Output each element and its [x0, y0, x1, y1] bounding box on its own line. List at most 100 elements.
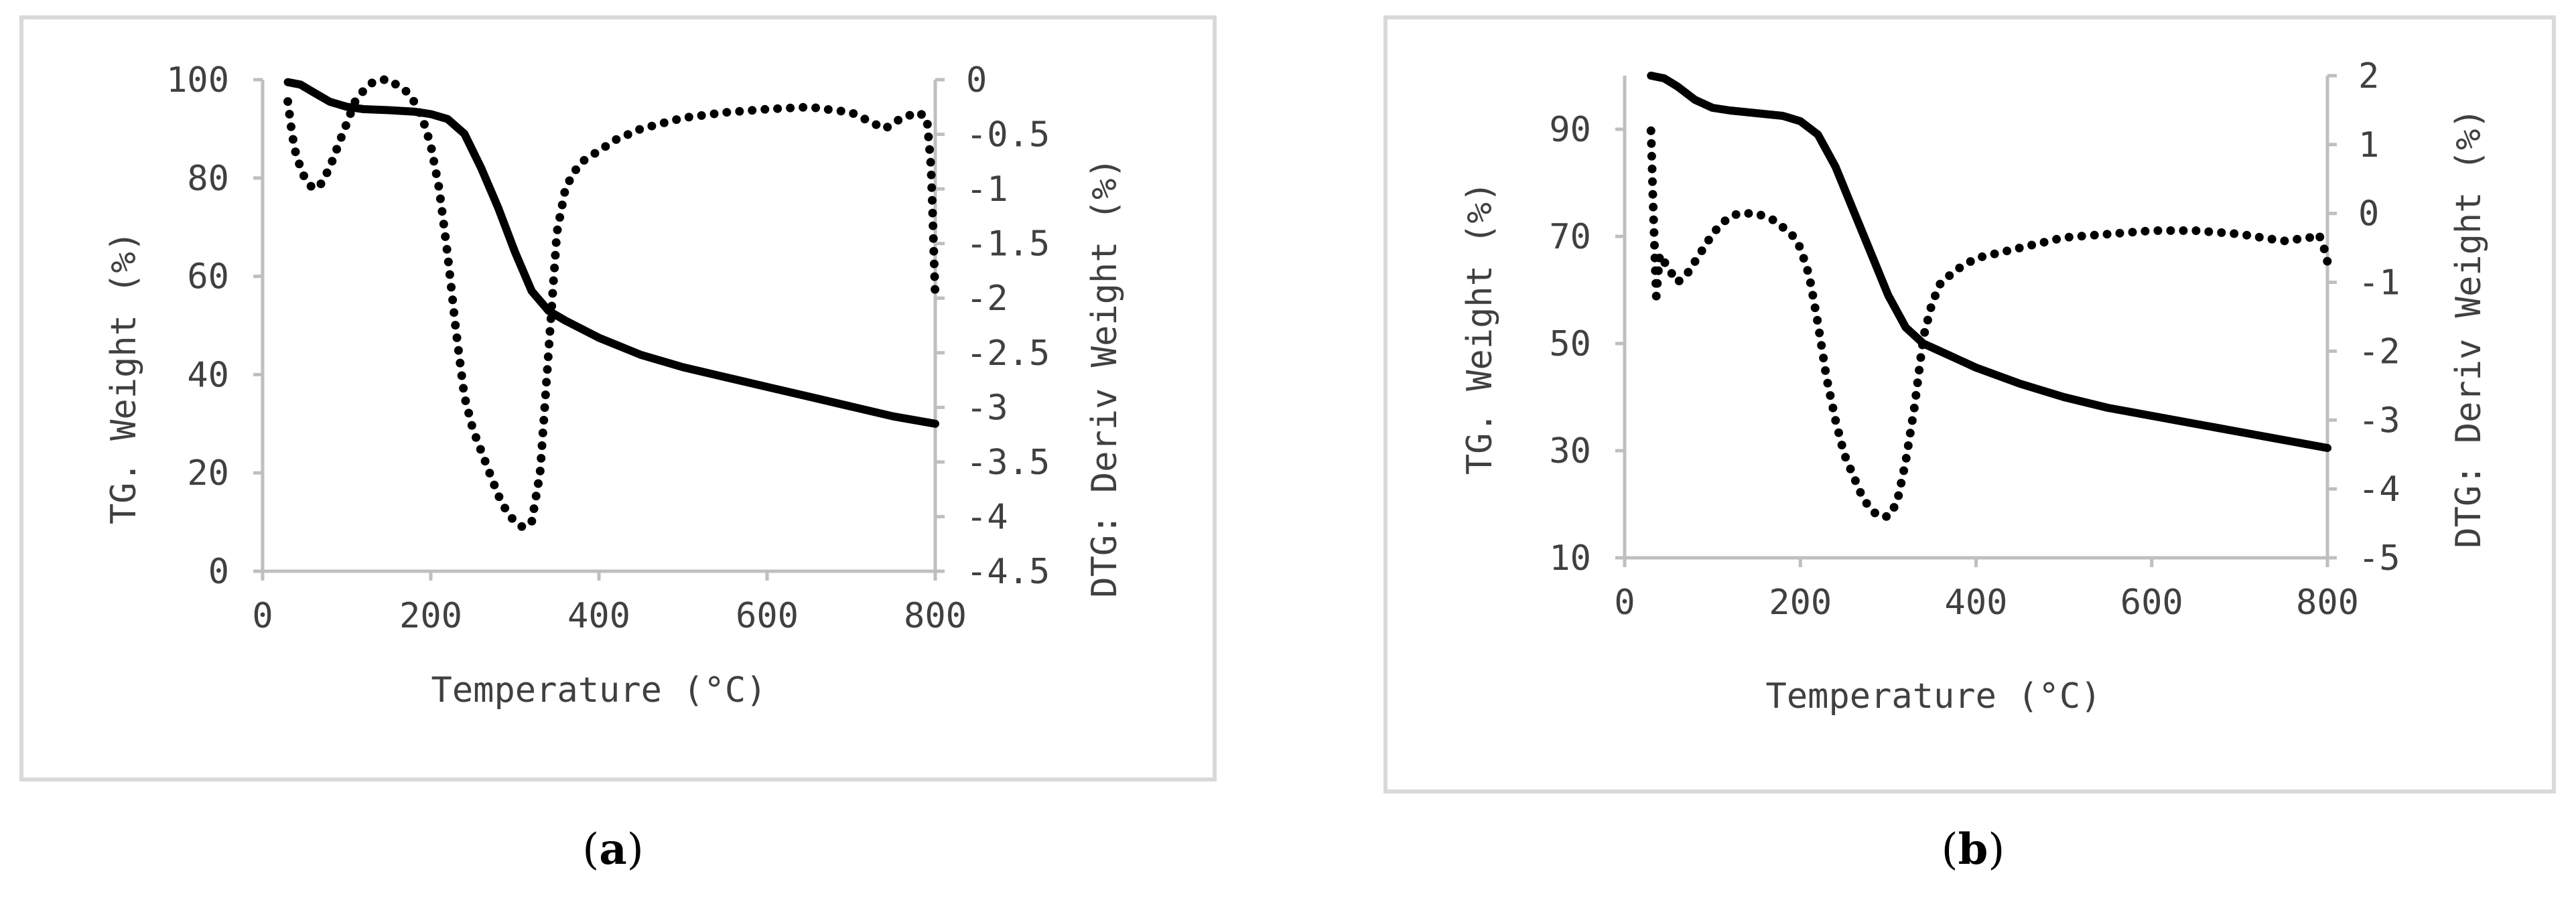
- dtg-point: [527, 516, 537, 526]
- dtg-point: [350, 97, 360, 106]
- dtg-point: [336, 133, 346, 142]
- dtg-point: [429, 157, 439, 166]
- chart-frame-b: [1383, 15, 2556, 794]
- dtg-point: [542, 378, 551, 387]
- dtg-point: [444, 257, 453, 267]
- dtg-point: [533, 479, 543, 488]
- dtg-point: [1871, 508, 1879, 518]
- dtg-point: [457, 371, 466, 380]
- dtg-point: [1653, 266, 1663, 275]
- dtg-point: [456, 358, 465, 368]
- y2-tick-label: -3: [2358, 400, 2400, 441]
- dtg-point: [485, 469, 494, 477]
- dtg-point: [1903, 441, 1913, 450]
- y-tick-label: 20: [187, 453, 229, 494]
- y-tick-label: 70: [1549, 217, 1591, 257]
- dtg-point: [535, 466, 545, 475]
- y2-tick-label: 1: [2358, 125, 2379, 165]
- dtg-point: [543, 352, 553, 362]
- dtg-point: [929, 221, 938, 230]
- x-axis-title-b: Temperature (°C): [1766, 676, 2102, 717]
- dtg-point: [537, 453, 546, 463]
- dtg-point: [1684, 268, 1693, 277]
- dtg-point: [1841, 453, 1850, 462]
- dtg-point: [1846, 464, 1855, 473]
- dtg-point: [540, 403, 549, 412]
- dtg-point: [447, 283, 456, 292]
- dtg-point: [799, 102, 808, 112]
- dtg-point: [1828, 403, 1838, 412]
- y2-tick-label: -1: [2358, 263, 2400, 303]
- dtg-point: [927, 196, 937, 205]
- dtg-point: [379, 75, 389, 84]
- x-tick-label: 800: [2296, 583, 2359, 623]
- dtg-point: [590, 149, 600, 158]
- dtg-point: [565, 176, 574, 185]
- dtg-point: [1837, 441, 1846, 450]
- dtg-point: [925, 145, 934, 154]
- x-tick-label: 200: [399, 596, 462, 636]
- dtg-point: [494, 492, 504, 502]
- dtg-point: [435, 194, 445, 204]
- dtg-point: [580, 155, 589, 165]
- dtg-point: [1990, 249, 1999, 258]
- dtg-point: [1913, 378, 1922, 388]
- dtg-point: [1920, 327, 1929, 337]
- dtg-point: [883, 123, 892, 132]
- dtg-point: [811, 103, 820, 112]
- dtg-point: [391, 80, 400, 89]
- dtg-point: [927, 170, 936, 179]
- dtg-point: [538, 429, 547, 437]
- dtg-point: [545, 327, 555, 336]
- dtg-point: [748, 106, 757, 115]
- dtg-point: [517, 522, 527, 531]
- dtg-point: [1799, 254, 1808, 263]
- dtg-point: [905, 110, 914, 120]
- dtg-point: [461, 396, 470, 405]
- dtg-point: [1720, 216, 1730, 226]
- dtg-point: [872, 120, 881, 129]
- dtg-point: [550, 263, 559, 273]
- dtg-point: [454, 346, 463, 355]
- y-tick-label: 50: [1549, 324, 1591, 364]
- y2-tick-label: 0: [966, 60, 987, 100]
- chart-panel-a: 0 200 400 600 800 0 20 40 60 80 100 0 -0.5 -1 -1.5 -2 -2…: [19, 15, 1217, 875]
- dtg-point: [507, 514, 517, 523]
- dtg-point: [1648, 177, 1657, 186]
- dtg-point: [2204, 227, 2214, 236]
- dtg-point: [287, 122, 295, 131]
- y2-tick-label: -1: [966, 169, 1008, 210]
- dtg-point: [2315, 232, 2325, 242]
- dtg-point: [442, 244, 452, 254]
- dtg-point: [1788, 231, 1798, 240]
- dtg-point: [1817, 341, 1826, 350]
- x-tick-label: 200: [1769, 583, 1832, 623]
- dtg-point: [1646, 126, 1655, 135]
- dtg-point: [401, 86, 411, 96]
- dtg-point: [849, 109, 858, 118]
- dtg-point: [929, 246, 939, 256]
- dtg-point: [367, 78, 377, 88]
- y-tick-label: 60: [187, 257, 229, 297]
- tg-weight-curve: [283, 78, 939, 428]
- dtg-point: [431, 169, 441, 178]
- dtg-point: [2141, 226, 2150, 236]
- dtg-point: [659, 118, 669, 127]
- dtg-point: [672, 115, 681, 125]
- dtg-point: [647, 121, 657, 131]
- y2-tick-label: -2: [966, 279, 1008, 319]
- dtg-point: [437, 207, 447, 216]
- dtg-point: [1978, 252, 1987, 261]
- dtg-point: [490, 480, 499, 490]
- dtg-point: [1649, 228, 1659, 237]
- dtg-point: [439, 220, 448, 229]
- dtg-point: [2128, 228, 2137, 237]
- dtg-point: [635, 125, 645, 134]
- y2-tick-label: 0: [2358, 194, 2379, 234]
- dtg-point: [459, 384, 468, 393]
- dtg-point: [1768, 215, 1777, 224]
- dtg-point: [306, 181, 316, 191]
- y2-tick-label: -0.5: [966, 115, 1050, 155]
- dtg-point: [929, 234, 938, 243]
- dtg-point: [1653, 279, 1662, 288]
